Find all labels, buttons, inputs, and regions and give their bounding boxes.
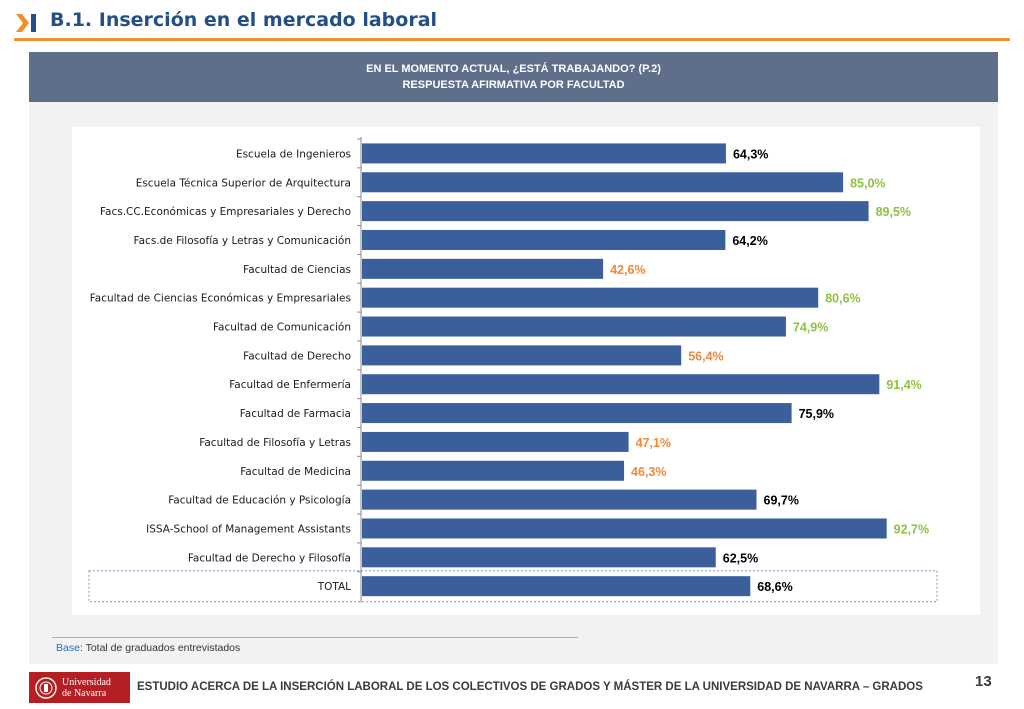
bar	[362, 172, 844, 193]
data-label: 69,7%	[764, 494, 799, 508]
base-label: Base	[56, 642, 80, 654]
data-label: 56,4%	[688, 349, 723, 363]
category-label: Facultad de Educación y Psicología	[168, 495, 351, 507]
category-label: Facultad de Comunicación	[213, 322, 351, 334]
data-label: 68,6%	[757, 580, 792, 594]
bar	[362, 316, 786, 337]
logo-line-2: de Navarra	[62, 687, 107, 699]
data-label: 89,5%	[876, 205, 911, 219]
category-label: ISSA-School of Management Assistants	[146, 523, 351, 535]
data-label: 80,6%	[825, 292, 860, 306]
base-note: Base: Total de graduados entrevistados	[56, 642, 240, 654]
data-label: 75,9%	[799, 407, 834, 421]
chart-area: Escuela de Ingenieros 64,3% Escuela Técnic…	[72, 127, 980, 615]
bar-chart: Escuela de Ingenieros 64,3% Escuela Técnic…	[88, 137, 938, 603]
category-label: Facultad de Enfermería	[229, 379, 351, 391]
bar	[362, 576, 751, 597]
bar	[362, 345, 682, 366]
chart-header: EN EL MOMENTO ACTUAL, ¿ESTÁ TRABAJANDO? …	[29, 52, 998, 102]
bar	[362, 201, 869, 222]
category-label: Facultad de Ciencias	[243, 264, 351, 276]
bar	[362, 489, 757, 510]
bar	[362, 143, 726, 164]
bar	[362, 403, 792, 424]
category-label: Escuela de Ingenieros	[236, 148, 351, 160]
category-label: Facultad de Derecho y Filosofía	[188, 552, 351, 564]
logo-line-1: Universidad	[62, 676, 111, 688]
data-label: 91,4%	[886, 378, 921, 392]
category-label: Facs.de Filosofía y Letras y Comunicació…	[134, 235, 351, 247]
page-number: 13	[975, 673, 992, 690]
data-label: 74,9%	[793, 321, 828, 335]
data-label: 92,7%	[894, 522, 929, 536]
university-seal-icon	[35, 676, 57, 699]
data-label: 64,2%	[732, 234, 767, 248]
category-label: Facultad de Medicina	[240, 466, 351, 478]
bar	[362, 518, 887, 539]
data-label: 42,6%	[610, 263, 645, 277]
bar	[362, 229, 726, 250]
bar	[362, 431, 629, 452]
base-text: : Total de graduados entrevistados	[79, 642, 241, 654]
category-label: Facs.CC.Económicas y Empresariales y Der…	[100, 206, 351, 218]
category-label: Escuela Técnica Superior de Arquitectura	[136, 177, 351, 189]
bar	[362, 460, 625, 481]
total-highlight-box	[88, 570, 938, 603]
data-label: 47,1%	[636, 436, 671, 450]
data-label: 85,0%	[850, 176, 885, 190]
chevron-bar-icon	[16, 14, 36, 32]
category-label: TOTAL	[317, 581, 351, 593]
chart-header-subtitle: RESPUESTA AFIRMATIVA POR FACULTAD	[402, 79, 625, 91]
data-label: 64,3%	[733, 147, 768, 161]
footnote-divider	[52, 637, 578, 638]
page-title: B.1. Inserción en el mercado laboral	[50, 9, 438, 31]
bar	[362, 258, 604, 279]
bar	[362, 547, 716, 568]
category-label: Facultad de Filosofía y Letras	[199, 437, 351, 449]
title-divider	[14, 38, 1010, 41]
data-label: 46,3%	[631, 465, 666, 479]
data-label: 62,5%	[723, 551, 758, 565]
category-label: Facultad de Ciencias Económicas y Empres…	[90, 293, 351, 305]
category-label: Facultad de Derecho	[243, 350, 351, 362]
study-title: ESTUDIO ACERCA DE LA INSERCIÓN LABORAL D…	[137, 681, 923, 693]
category-label: Facultad de Farmacia	[240, 408, 351, 420]
logo-text: Universidad de Navarra	[62, 677, 111, 699]
chart-header-question: EN EL MOMENTO ACTUAL, ¿ESTÁ TRABAJANDO? …	[366, 63, 661, 75]
bar	[362, 287, 819, 308]
bar	[362, 374, 880, 395]
university-logo: Universidad de Navarra	[29, 672, 130, 703]
